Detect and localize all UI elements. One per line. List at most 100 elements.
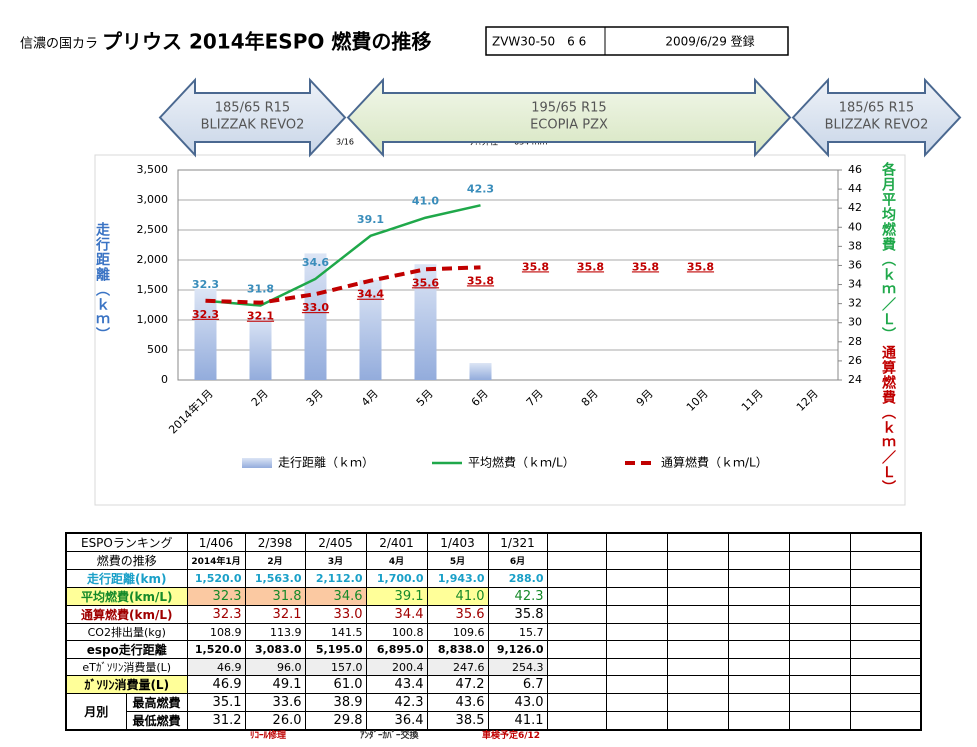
empty-cell	[666, 551, 729, 570]
bar	[414, 264, 437, 380]
empty-cell	[788, 623, 851, 641]
row-label: ESPOランキング	[65, 532, 188, 552]
value-cell: 33.0	[304, 605, 367, 624]
value-cell: 33.6	[244, 693, 306, 712]
empty-cell	[666, 623, 729, 641]
header-cell: 2014年1月	[186, 551, 246, 570]
empty-cell	[546, 640, 607, 659]
empty-cell	[849, 551, 922, 570]
value-cell: 1,520.0	[186, 569, 246, 588]
empty-cell	[546, 587, 607, 606]
tire-name: BLIZZAK REVO2	[825, 118, 929, 133]
y-tick-label: 0	[161, 373, 168, 386]
empty-cell	[727, 605, 790, 624]
y-tick-label: 2,000	[137, 253, 169, 266]
data-table: ESPOランキング 1/406 2/398 2/405 2/401 1/403 1/321 燃…	[65, 532, 922, 731]
tire-name: BLIZZAK REVO2	[201, 118, 305, 133]
y-tick-label: 3,000	[137, 193, 169, 206]
title-prefix: 信濃の国カラ	[20, 37, 98, 52]
chart-panel	[94, 154, 906, 506]
empty-cell	[605, 569, 668, 588]
data-label: 41.0	[412, 195, 439, 208]
empty-cell	[605, 623, 668, 641]
empty-cell	[546, 532, 607, 552]
line	[205, 204, 481, 307]
value-cell: 6,895.0	[365, 640, 428, 659]
empty-cell	[605, 640, 668, 659]
header-row: 燃費の推移 2014年1月 2月 3月 4月 5月 6月	[65, 551, 922, 570]
data-label: 34.4	[357, 288, 384, 301]
title: プリウス 2014年ESPO 燃費の推移	[102, 30, 431, 54]
empty-cell	[666, 587, 729, 606]
row-label: ｶﾞｿﾘﾝ消費量(L)	[65, 675, 188, 694]
data-row: 月別 最高燃費 35.1 33.6 38.9 42.3 43.6 43.0	[65, 693, 922, 731]
empty-cell	[546, 569, 607, 588]
empty-cell	[546, 623, 607, 641]
value-cell: 39.1	[365, 587, 428, 606]
y-tick-label: 1,500	[137, 283, 169, 296]
value-cell: 46.9	[186, 658, 246, 676]
header-cell: 2/405	[304, 532, 367, 552]
empty-cell	[849, 658, 922, 676]
header-cell: 1/403	[426, 532, 489, 552]
value-cell: 100.8	[365, 623, 428, 641]
row-label: 最高燃費	[125, 693, 188, 712]
line	[205, 265, 481, 305]
empty-cell	[727, 675, 790, 694]
value-cell: 1,943.0	[426, 569, 489, 588]
y-tick-label: 2,500	[137, 223, 169, 236]
value-cell: 108.9	[186, 623, 246, 641]
y-axis-title: 走行距離（ｋｍ）	[94, 222, 110, 342]
value-cell: 5,195.0	[304, 640, 367, 659]
y2-tick-label: 40	[848, 220, 862, 233]
empty-cell	[546, 711, 607, 731]
empty-cell	[849, 569, 922, 588]
plot-area	[177, 169, 839, 381]
value-cell: 42.3	[365, 693, 428, 712]
model: ZVW30-50 6 6	[492, 35, 586, 49]
value-cell: 1,520.0	[186, 640, 246, 659]
y2-tick-label: 26	[848, 354, 862, 367]
tire-arrow	[791, 77, 962, 158]
value-cell: 26.0	[244, 711, 306, 731]
note: 車検予定6/12	[482, 731, 541, 741]
data-label: 35.6	[412, 276, 439, 289]
header-cell: 6月	[487, 551, 548, 570]
row-label: espo走行距離	[65, 640, 188, 659]
y2-tick-label: 44	[848, 182, 862, 195]
row-label: 通算燃費(km/L)	[65, 605, 188, 624]
y2-tick-label: 46	[848, 163, 862, 176]
group-label: 月別	[65, 693, 127, 731]
legend-label: 平均燃費（ｋｍ/L）	[468, 455, 575, 470]
value-cell: 34.4	[365, 605, 428, 624]
registered: 2009/6/29 登録	[665, 34, 754, 49]
y2-axis-title: 各月平均燃費（ｋｍ／Ｌ）	[880, 162, 896, 342]
value-cell: 2,112.0	[304, 569, 367, 588]
value-cell: 1,700.0	[365, 569, 428, 588]
value-cell: 38.9	[304, 693, 367, 712]
value-cell: 96.0	[244, 658, 306, 676]
value-cell: 8,838.0	[426, 640, 489, 659]
data-row: 走行距離(km) 1,520.0 1,563.0 2,112.0 1,700.0 1,94…	[65, 569, 922, 588]
empty-cell	[666, 640, 729, 659]
value-cell: 36.4	[365, 711, 428, 731]
tire-name: ECOPIA PZX	[530, 118, 608, 133]
value-cell: 46.9	[186, 675, 246, 694]
empty-cell	[605, 711, 668, 731]
value-cell: 34.6	[304, 587, 367, 606]
data-label: 32.3	[192, 308, 219, 321]
data-label: 39.1	[357, 213, 384, 226]
row-label: 最低燃費	[125, 711, 188, 731]
empty-cell	[605, 693, 668, 712]
empty-cell	[849, 532, 922, 552]
empty-cell	[727, 623, 790, 641]
empty-cell	[788, 551, 851, 570]
row-label: CO2排出量(kg)	[65, 623, 188, 641]
annotation: 35.8	[632, 260, 659, 273]
empty-cell	[666, 605, 729, 624]
value-cell: 254.3	[487, 658, 548, 676]
value-cell: 35.1	[186, 693, 246, 712]
legend-label: 通算燃費（ｋｍ/L）	[661, 455, 768, 470]
